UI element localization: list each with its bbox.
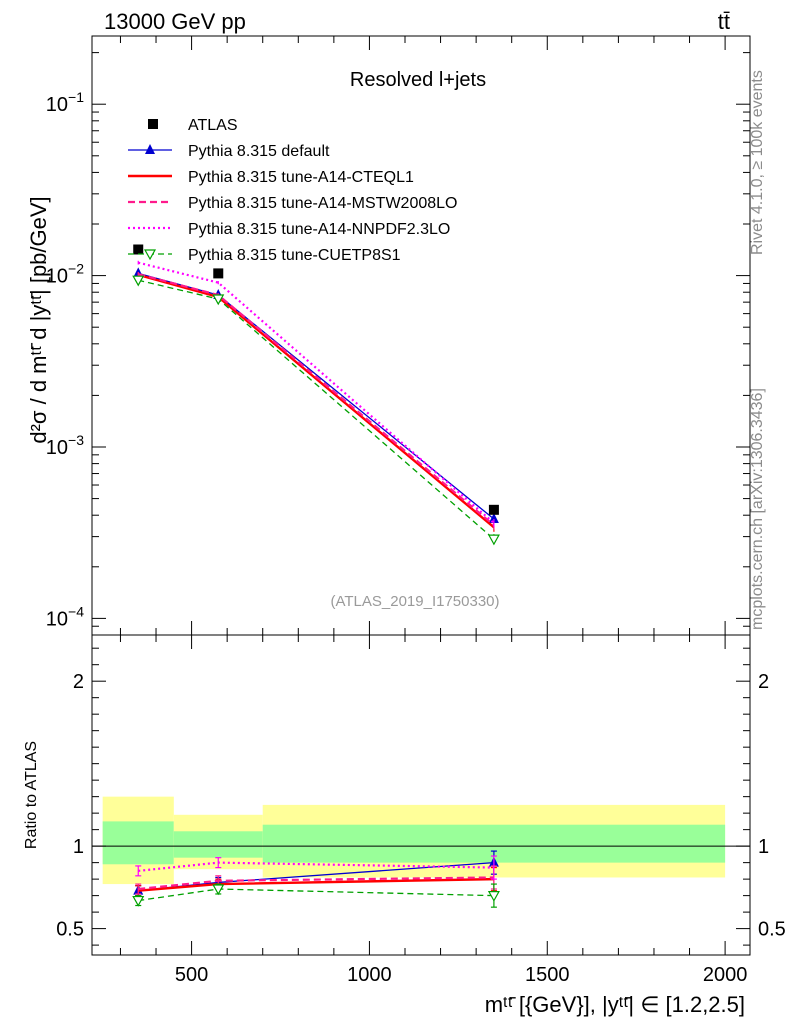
ratio-y-tick-label-right: 1 (758, 836, 769, 858)
legend-label: Pythia 8.315 tune-A14-NNPDF2.3LO (188, 221, 450, 238)
legend-label: ATLAS (188, 117, 238, 134)
mcplots-label: mcplots.cern.ch [arXiv:1306.3436] (749, 388, 766, 630)
uncertainty-band-stat (173, 831, 263, 858)
ratio-point-triangle-open (132, 895, 145, 907)
legend-marker-atlas (148, 119, 158, 129)
ratio-y-tick-label-right: 0.5 (758, 919, 786, 941)
rivet-version-label: Rivet 4.1.0, ≥ 100k events (749, 70, 766, 255)
legend-marker-triangle (145, 144, 155, 154)
analysis-label: (ATLAS_2019_I1750330) (330, 593, 499, 610)
atlas-data-point (488, 504, 499, 515)
data-point-triangle-open (212, 294, 225, 306)
ratio-y-axis-label: Ratio to ATLAS (23, 741, 40, 849)
x-tick-label: 1500 (525, 964, 570, 986)
data-point-triangle (488, 513, 499, 524)
ratio-frame (91, 634, 751, 956)
x-axis-label: mᵗᵗ̄ [{GeV}], |yᵗᵗ̄| ∈ [1.2,2.5] (485, 992, 745, 1017)
ratio-panel: 0.5 0.5 1 1 2 2 500 1000 1500 2000 Ratio to ATLAS m… (23, 634, 786, 1017)
legend-marker-triangle-open (143, 249, 157, 261)
ratio-y-tick-label-right: 2 (758, 671, 769, 693)
series-line-4 (137, 261, 495, 524)
header-process-label: 13000 GeV pp (104, 9, 246, 34)
series-line-2 (137, 273, 495, 529)
header-final-state-label: tt̄ (718, 9, 730, 34)
legend-label: Pythia 8.315 default (188, 143, 330, 160)
series-line-3 (137, 273, 495, 526)
legend-label: Pythia 8.315 tune-A14-CTEQL1 (188, 169, 414, 186)
ratio-point-triangle-open (212, 884, 225, 896)
main-panel: 10−1 10−2 10−3 10−4 d²σ / d mᵗᵗ̄ d |yᵗᵗ̄| [p… (26, 35, 751, 636)
y-tick-label: 10−2 (46, 261, 84, 288)
y-tick-label: 10−3 (46, 432, 84, 459)
legend-label: Pythia 8.315 tune-CUETP8S1 (188, 247, 401, 264)
chart-title: Resolved l+jets (350, 69, 486, 91)
ratio-y-tick-label: 0.5 (56, 919, 84, 941)
data-point-triangle-open (487, 534, 500, 546)
ratio-y-tick-label: 2 (73, 671, 84, 693)
legend-label: Pythia 8.315 tune-A14-MSTW2008LO (188, 195, 457, 212)
x-tick-label: 1000 (347, 964, 392, 986)
x-tick-label: 500 (175, 964, 208, 986)
data-point-triangle-open (132, 275, 145, 287)
y-tick-label: 10−1 (46, 89, 84, 116)
x-tick-label: 2000 (703, 964, 748, 986)
legend: ATLAS Pythia 8.315 default Pythia 8.315 tu… (128, 117, 457, 264)
uncertainty-band-stat (102, 821, 174, 865)
atlas-data-point (213, 268, 224, 279)
y-tick-label: 10−4 (46, 603, 84, 630)
atlas-data-point (133, 244, 144, 255)
ratio-series-line-5 (138, 888, 494, 902)
ratio-y-tick-label: 1 (73, 836, 84, 858)
y-axis-label: d²σ / d mᵗᵗ̄ d |yᵗᵗ̄| [pb/GeV] (26, 196, 51, 443)
series-line-5 (138, 279, 495, 540)
ratio-point-triangle-open (487, 891, 500, 902)
